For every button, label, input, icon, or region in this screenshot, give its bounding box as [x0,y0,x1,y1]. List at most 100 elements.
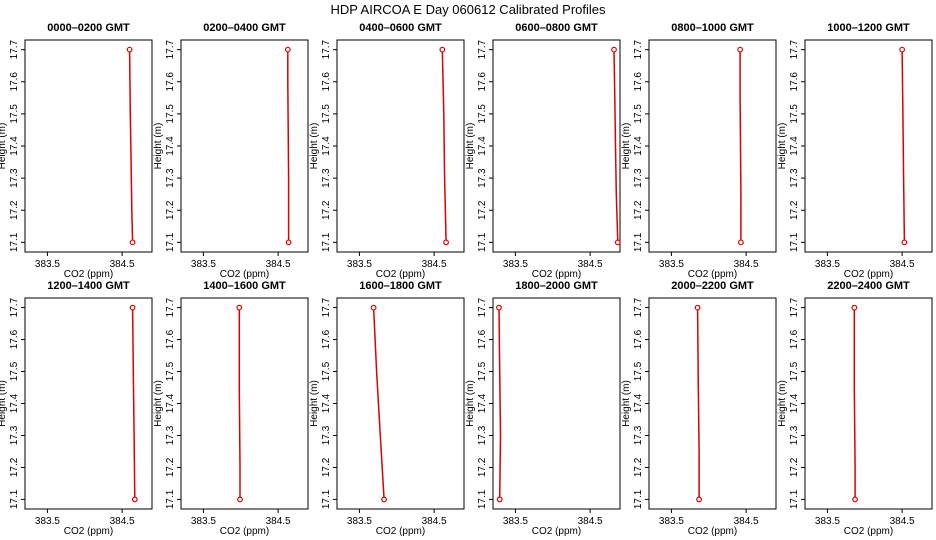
panel-title: 0400–0600 GMT [359,22,442,34]
y-axis-label: Height (m) [465,123,476,170]
x-axis-label: CO2 (ppm) [844,269,893,280]
figure-title: HDP AIRCOA E Day 060612 Calibrated Profi… [330,2,606,17]
profile-point [899,46,906,53]
y-tick-label: 17.3 [9,425,20,445]
profile-point [851,304,858,311]
profile-point [611,46,617,53]
plot-frame [804,297,933,510]
plot-frame [492,39,621,253]
panel-title: 0200–0400 GMT [203,22,286,34]
x-axis-label: CO2 (ppm) [844,526,893,537]
x-axis-label: CO2 (ppm) [688,526,737,537]
panel-title: 2000–2200 GMT [671,280,754,292]
panel-title: 1200–1400 GMT [47,280,130,292]
panel-title: 2200–2400 GMT [827,280,910,292]
profile-point [694,304,701,311]
plot-frame [648,39,777,253]
profile-point [614,239,621,246]
y-tick-label: 17.6 [165,329,176,349]
profile-point [237,496,243,503]
y-tick-label: 17.5 [477,361,488,381]
y-tick-label: 17.7 [789,297,800,317]
x-tick-label: 384.5 [578,516,603,527]
x-tick-label: 384.5 [266,259,291,270]
y-tick-label: 17.3 [165,168,176,188]
x-tick-label: 384.5 [422,516,447,527]
profile-point [901,239,908,246]
y-tick-label: 17.4 [477,136,488,156]
y-tick-label: 17.3 [9,168,20,188]
y-tick-label: 17.5 [633,104,644,124]
x-tick-label: 383.5 [347,516,372,527]
y-axis-label: Height (m) [621,380,632,427]
profile-line [441,49,447,243]
x-tick-label: 384.5 [266,516,291,527]
x-axis-label: CO2 (ppm) [64,526,113,537]
profile-point [126,46,133,53]
x-tick-label: 384.5 [890,259,915,270]
y-tick-label: 17.5 [9,361,20,381]
x-axis-label: CO2 (ppm) [376,269,425,280]
profile-line [372,307,385,500]
y-tick-label: 17.1 [165,232,176,252]
x-axis-label: CO2 (ppm) [64,269,113,280]
y-tick-label: 17.7 [477,297,488,317]
y-tick-label: 17.5 [165,104,176,124]
x-tick-label: 383.5 [347,259,372,270]
y-tick-label: 17.6 [321,72,332,92]
x-tick-label: 383.5 [815,516,840,527]
y-axis-label: Height (m) [153,123,164,170]
plot-frame [492,297,621,510]
panel-title: 1600–1800 GMT [359,280,442,292]
profile-point [737,239,744,246]
x-tick-label: 383.5 [815,259,840,270]
x-tick-label: 384.5 [734,516,759,527]
profile-line [853,307,856,500]
y-tick-label: 17.1 [477,232,488,252]
profile-point [285,239,292,246]
plot-frame [648,297,777,510]
y-tick-label: 17.1 [321,489,332,509]
profile-point [496,496,503,503]
y-axis-label: Height (m) [153,380,164,427]
y-tick-label: 17.1 [165,489,176,509]
x-axis-label: CO2 (ppm) [220,526,269,537]
profile-point [443,239,449,246]
y-tick-label: 17.5 [165,361,176,381]
x-axis-label: CO2 (ppm) [220,269,269,280]
y-tick-label: 17.6 [789,329,800,349]
y-tick-label: 17.2 [789,457,800,477]
y-tick-label: 17.4 [633,393,644,413]
y-tick-label: 17.7 [321,297,332,317]
y-axis-label: Height (m) [465,380,476,427]
y-tick-label: 17.7 [633,39,644,59]
y-tick-label: 17.4 [9,393,20,413]
y-tick-label: 17.2 [789,200,800,220]
y-tick-label: 17.3 [477,425,488,445]
x-axis-label: CO2 (ppm) [688,269,737,280]
y-tick-label: 17.5 [321,104,332,124]
y-axis-label: Height (m) [0,380,8,427]
y-tick-label: 17.2 [165,200,176,220]
profile-point [284,46,291,53]
y-tick-label: 17.6 [477,329,488,349]
profile-line [131,307,136,500]
y-tick-label: 17.7 [165,39,176,59]
y-axis-label: Height (m) [777,380,788,427]
profile-line [498,307,502,500]
y-tick-label: 17.2 [633,457,644,477]
y-tick-label: 17.5 [321,361,332,381]
y-tick-label: 17.6 [477,72,488,92]
y-tick-label: 17.3 [633,425,644,445]
x-tick-label: 383.5 [659,516,684,527]
x-tick-label: 384.5 [734,259,759,270]
profile-point [737,46,744,53]
y-tick-label: 17.7 [9,39,20,59]
